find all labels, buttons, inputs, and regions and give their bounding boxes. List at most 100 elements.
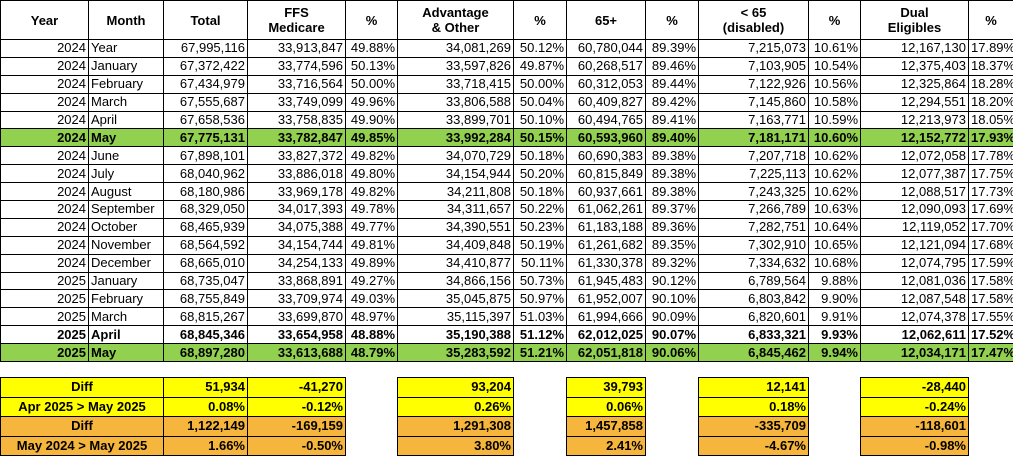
cell: 49.80% bbox=[345, 164, 398, 184]
cell: 2024 bbox=[0, 92, 89, 112]
cell: 7,163,771 bbox=[698, 110, 809, 130]
cell: 12,325,864 bbox=[860, 74, 969, 94]
cell: 34,075,388 bbox=[247, 217, 346, 237]
cell: 10.60% bbox=[808, 128, 861, 148]
cell: 10.65% bbox=[808, 235, 861, 255]
cell: 10.64% bbox=[808, 217, 861, 237]
cell: 60,780,044 bbox=[566, 39, 646, 58]
text: < 65 bbox=[740, 5, 767, 20]
data-row: 2025 February 68,755,849 33,709,974 49.03% 35… bbox=[0, 289, 1013, 309]
cell: 68,040,962 bbox=[163, 164, 248, 184]
cell: 60,494,765 bbox=[566, 110, 646, 130]
summary-cell bbox=[345, 416, 398, 437]
cell: 33,774,596 bbox=[247, 56, 346, 76]
data-row: 2024 May 67,775,131 33,782,847 49.85% 33,992,… bbox=[0, 128, 1013, 148]
cell: 89.44% bbox=[645, 74, 699, 94]
header-cell: FFS Medicare bbox=[247, 0, 346, 40]
cell: 60,815,849 bbox=[566, 164, 646, 184]
header-cell: 65+ bbox=[566, 0, 646, 40]
summary-label: Diff bbox=[0, 377, 164, 398]
header-cell: Advantage & Other bbox=[397, 0, 514, 40]
summary-cell: -118,601 bbox=[860, 416, 969, 437]
cell: 10.62% bbox=[808, 164, 861, 184]
text: Eligibles bbox=[887, 20, 942, 35]
data-row: 2024 Year 67,995,116 33,913,847 49.88% 34,081… bbox=[0, 39, 1013, 58]
text: FFS bbox=[284, 5, 309, 20]
cell: 35,283,592 bbox=[397, 343, 514, 363]
cell: 10.58% bbox=[808, 92, 861, 112]
cell: 33,654,958 bbox=[247, 325, 346, 345]
cell: 12,062,611 bbox=[860, 325, 969, 345]
cell: 7,334,632 bbox=[698, 253, 809, 273]
summary-cell bbox=[808, 436, 861, 456]
cell: 2024 bbox=[0, 182, 89, 202]
cell: 49.77% bbox=[345, 217, 398, 237]
cell: 49.82% bbox=[345, 146, 398, 166]
cell: 34,017,393 bbox=[247, 200, 346, 219]
cell: 89.42% bbox=[645, 92, 699, 112]
data-row: 2024 September 68,329,050 34,017,393 49.78% 3… bbox=[0, 200, 1013, 219]
cell: 61,330,378 bbox=[566, 253, 646, 273]
cell: 68,815,267 bbox=[163, 307, 248, 327]
cell: 89.36% bbox=[645, 217, 699, 237]
cell: 2025 bbox=[0, 289, 89, 309]
cell: 10.54% bbox=[808, 56, 861, 76]
summary-cell bbox=[645, 397, 699, 417]
cell: 2025 bbox=[0, 271, 89, 291]
cell: 7,225,113 bbox=[698, 164, 809, 184]
cell: 68,329,050 bbox=[163, 200, 248, 219]
cell: 33,716,564 bbox=[247, 74, 346, 94]
cell: 6,845,462 bbox=[698, 343, 809, 363]
header-cell: % bbox=[808, 0, 861, 40]
cell: 12,081,036 bbox=[860, 271, 969, 291]
summary-cell bbox=[345, 436, 398, 456]
cell: 33,709,974 bbox=[247, 289, 346, 309]
cell: 12,119,052 bbox=[860, 217, 969, 237]
cell: 61,945,483 bbox=[566, 271, 646, 291]
cell: December bbox=[88, 253, 164, 273]
summary-cell: -0.24% bbox=[860, 396, 969, 418]
cell: 90.12% bbox=[645, 271, 699, 291]
cell: 34,866,156 bbox=[397, 271, 514, 291]
header-cell: Year bbox=[0, 0, 89, 40]
cell: 61,062,261 bbox=[566, 200, 646, 219]
data-row: 2025 May 68,897,280 33,613,688 48.79% 35,283,… bbox=[0, 343, 1013, 363]
summary-cell: 1,122,149 bbox=[163, 416, 248, 437]
cell: 48.88% bbox=[345, 325, 398, 345]
cell: 33,718,415 bbox=[397, 74, 514, 94]
summary-cell bbox=[808, 397, 861, 417]
cell: 17.55% bbox=[968, 307, 1013, 327]
summary-cell: -4.67% bbox=[698, 435, 809, 457]
header-cell: Dual Eligibles bbox=[860, 0, 969, 40]
summary-label: May 2024 > May 2025 bbox=[0, 435, 164, 457]
cell: 34,390,551 bbox=[397, 217, 514, 237]
summary-row: Apr 2025 > May 2025 0.08% -0.12% 0.26% 0.06%… bbox=[0, 396, 1013, 418]
summary-cell: 0.08% bbox=[163, 396, 248, 418]
cell: 49.96% bbox=[345, 92, 398, 112]
header-cell: % bbox=[645, 0, 699, 40]
cell: 48.97% bbox=[345, 307, 398, 327]
cell: 9.93% bbox=[808, 325, 861, 345]
cell: 68,564,592 bbox=[163, 235, 248, 255]
cell: 89.40% bbox=[645, 128, 699, 148]
cell: 61,261,682 bbox=[566, 235, 646, 255]
cell: 6,833,321 bbox=[698, 325, 809, 345]
cell: 17.78% bbox=[968, 146, 1013, 166]
cell: 51.03% bbox=[513, 307, 567, 327]
cell: 2024 bbox=[0, 217, 89, 237]
summary-cell bbox=[968, 436, 1013, 456]
data-row: 2025 April 68,845,346 33,654,958 48.88% 35,19… bbox=[0, 325, 1013, 345]
cell: 12,072,058 bbox=[860, 146, 969, 166]
cell: 2025 bbox=[0, 343, 89, 363]
summary-cell bbox=[513, 436, 567, 456]
cell: 9.90% bbox=[808, 289, 861, 309]
summary-row: May 2024 > May 2025 1.66% -0.50% 3.80% 2.41%… bbox=[0, 435, 1013, 457]
data-row: 2024 October 68,465,939 34,075,388 49.77% 34,… bbox=[0, 217, 1013, 237]
cell: 34,154,744 bbox=[247, 235, 346, 255]
header-cell: % bbox=[513, 0, 567, 40]
summary-cell: 2.41% bbox=[566, 435, 646, 457]
cell: 10.68% bbox=[808, 253, 861, 273]
cell: 2025 bbox=[0, 325, 89, 345]
summary-cell: 1,457,858 bbox=[566, 416, 646, 437]
